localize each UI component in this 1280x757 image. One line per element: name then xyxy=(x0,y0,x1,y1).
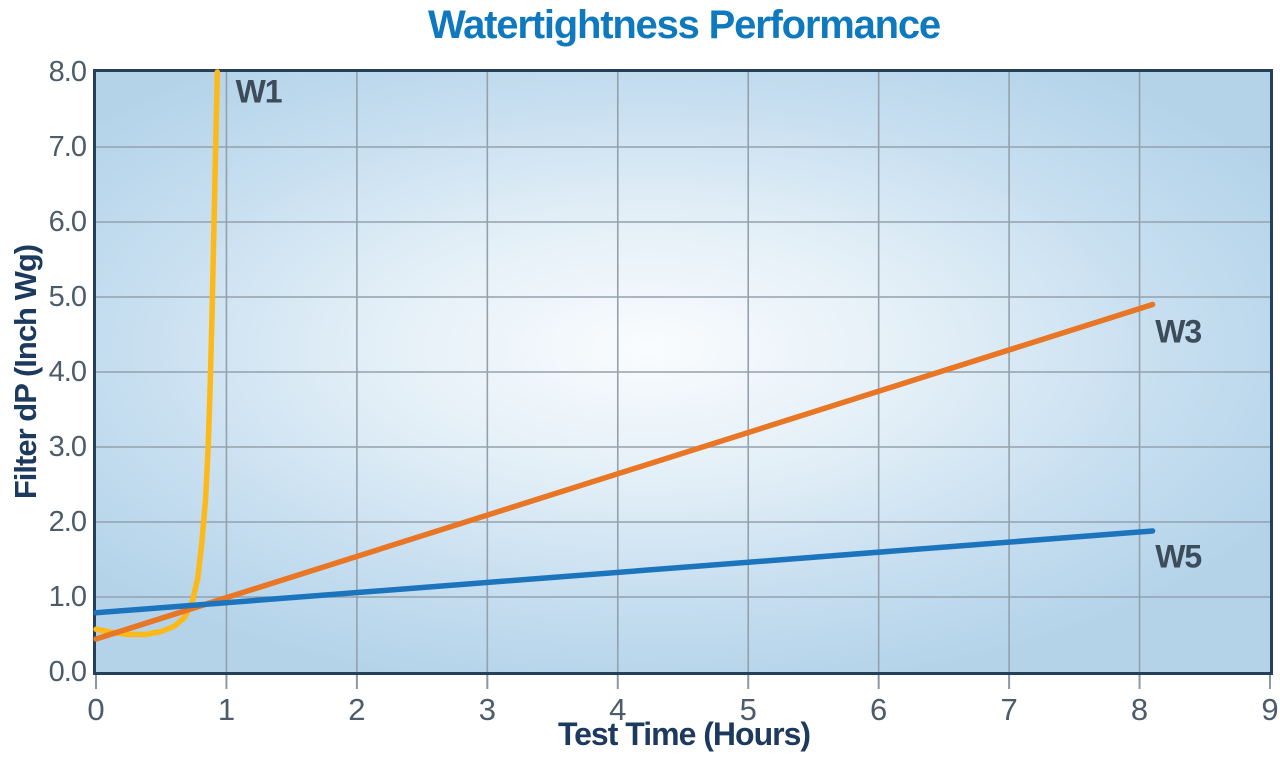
x-axis-tick-label: 6 xyxy=(870,692,888,727)
y-axis-tick-label: 6.0 xyxy=(48,206,87,238)
y-axis-tick-label: 7.0 xyxy=(48,131,87,163)
x-axis-title: Test Time (Hours) xyxy=(557,716,811,752)
y-axis-tick-label: 2.0 xyxy=(48,506,87,538)
y-axis-tick-label: 8.0 xyxy=(48,56,87,88)
y-axis-tick-label: 5.0 xyxy=(48,281,87,313)
x-axis-tick-label: 8 xyxy=(1130,692,1149,727)
plot-svg xyxy=(93,69,1271,689)
series-line-w1 xyxy=(93,69,221,638)
x-axis-tick-label: 1 xyxy=(217,692,236,727)
x-axis-tick-label: 7 xyxy=(1000,692,1018,727)
chart-title: Watertightness Performance xyxy=(428,3,941,47)
series-label-w1: W1 xyxy=(235,73,283,110)
y-axis-tick-label: 4.0 xyxy=(48,356,87,388)
y-axis-tick-label: 3.0 xyxy=(48,431,87,463)
x-axis-tick-label: 2 xyxy=(348,692,366,727)
x-axis-tick-label: 5 xyxy=(739,692,757,727)
plot-area xyxy=(93,69,1273,689)
x-axis-tick-label: 0 xyxy=(87,692,105,727)
series-line-w5 xyxy=(93,528,1156,616)
x-axis-tick-label: 9 xyxy=(1261,692,1279,727)
x-axis-tick-label: 3 xyxy=(478,692,496,727)
series-label-w3: W3 xyxy=(1155,313,1202,350)
y-axis-tick-label: 1.0 xyxy=(48,581,87,613)
series-label-w5: W5 xyxy=(1155,538,1202,575)
series-line-w3 xyxy=(93,301,1156,642)
y-axis-tick-label: 0.0 xyxy=(48,656,87,688)
x-axis-tick-label: 4 xyxy=(609,692,627,727)
